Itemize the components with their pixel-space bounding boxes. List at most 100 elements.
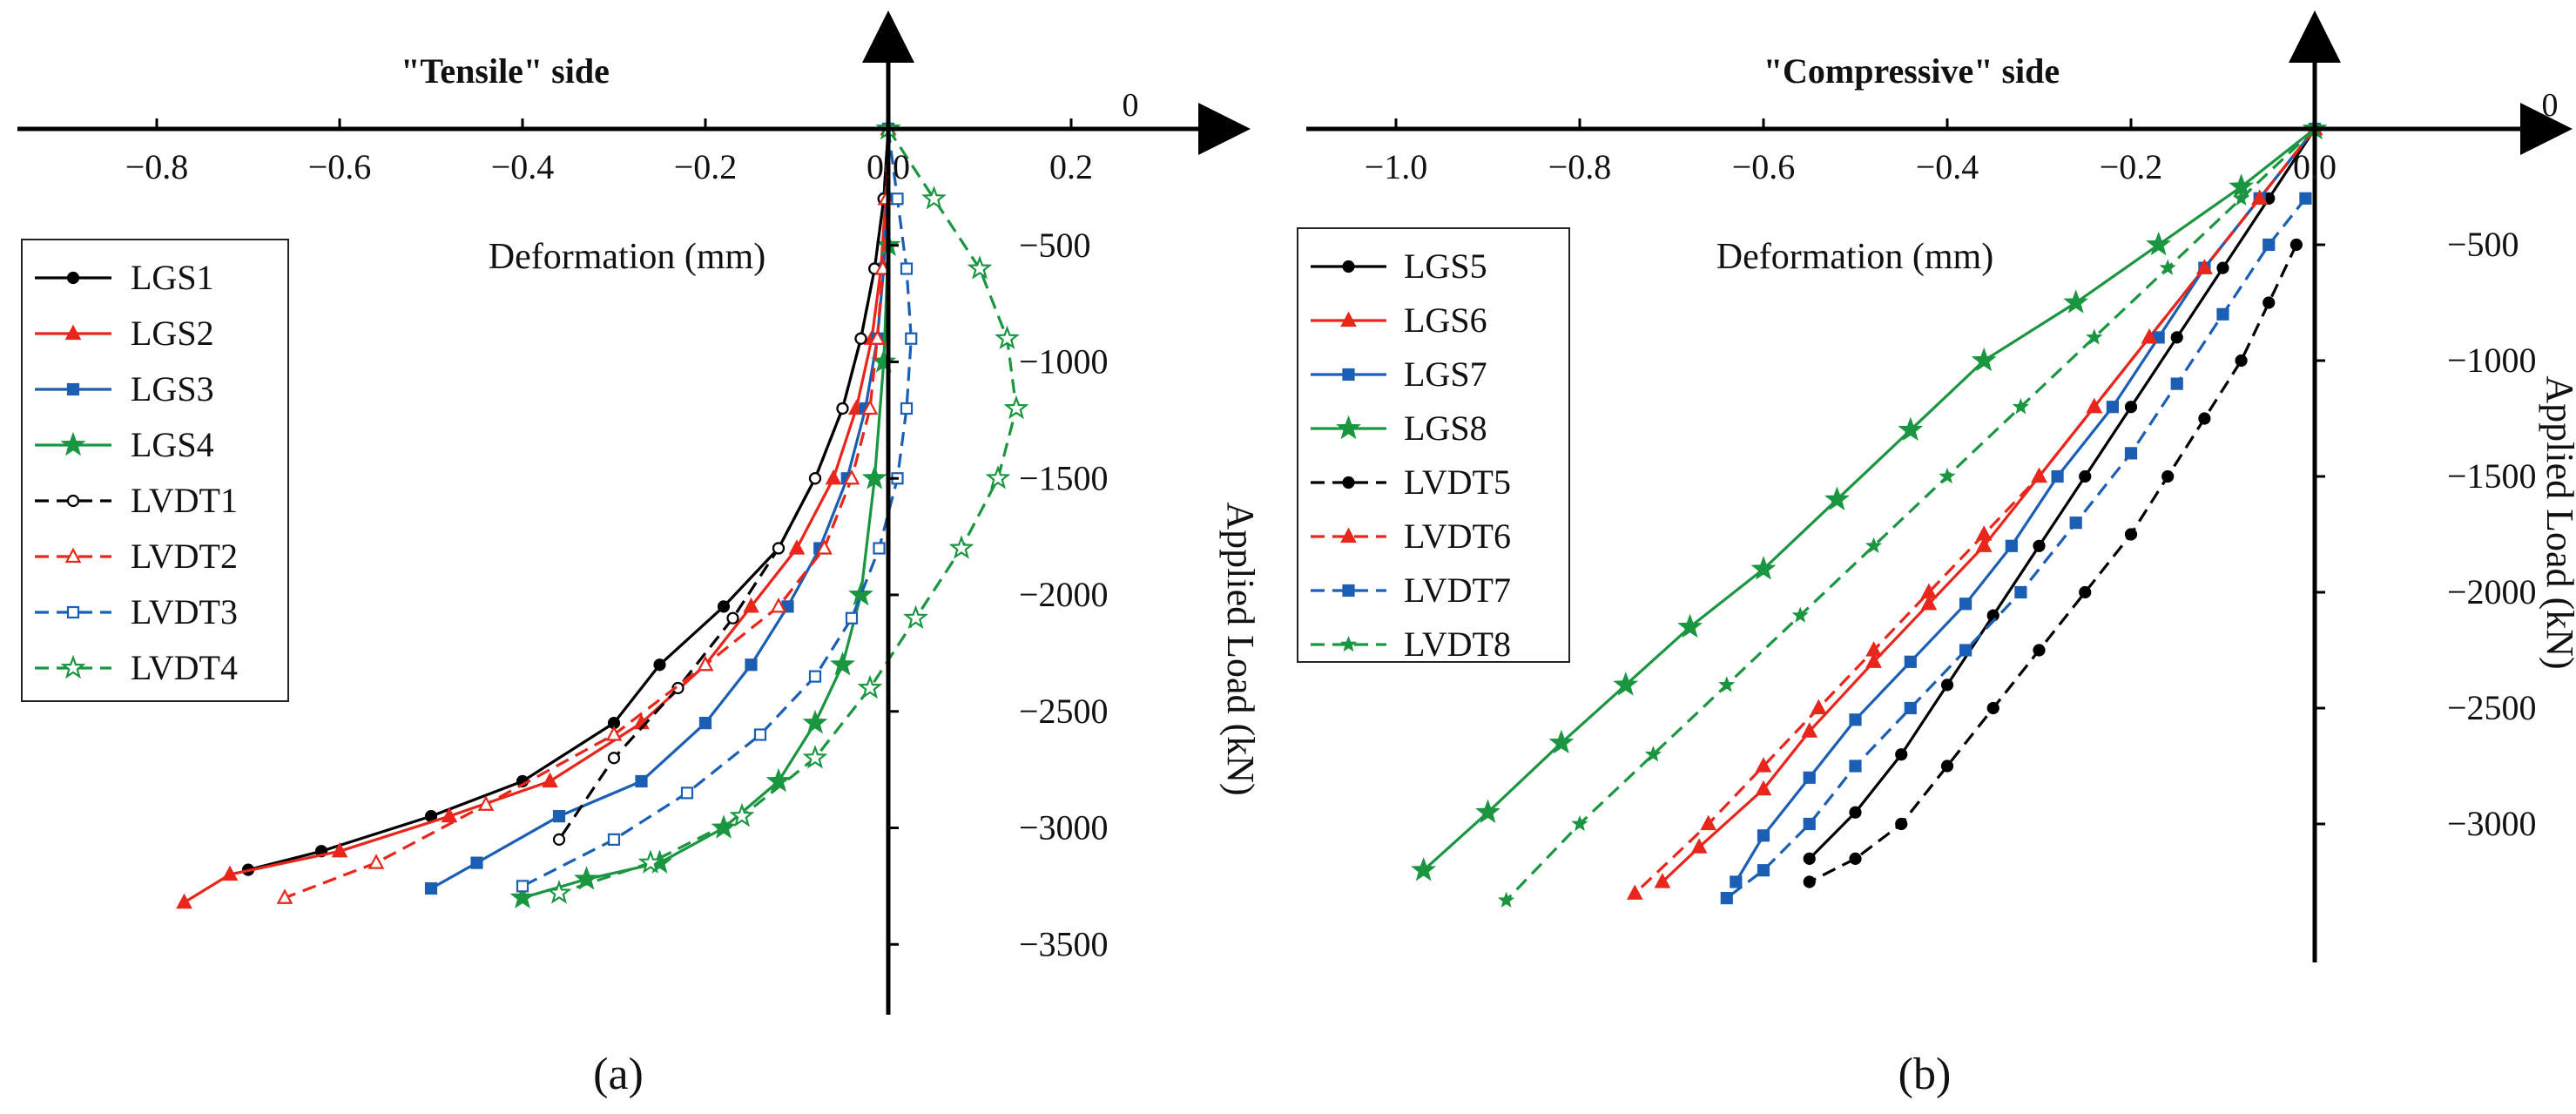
- panel-a-legend-lvdt1-label: LVDT1: [131, 481, 238, 520]
- panel-a-series-lvdt4-point: [1003, 395, 1029, 420]
- panel-b-series-lvdt7-point: [1803, 817, 1816, 831]
- panel-b-legend: LGS5 LGS6 LGS7 LGS8 LVDT5 LVDT6 LVDT7 LVDT8: [1311, 246, 1511, 664]
- panel-a-series-lgs3-point: [552, 810, 566, 823]
- panel-a-x-tick-label: −0.4: [491, 147, 555, 186]
- panel-b-legend-lvdt6-label: LVDT6: [1404, 516, 1511, 556]
- panel-a-x-tick-label: −0.2: [674, 147, 738, 186]
- panel-b-x-tick-label: −0.4: [1916, 147, 1979, 186]
- panel-b-legend-lvdt6-marker: [1340, 527, 1357, 543]
- panel-b-x-tick-label: 0.0: [2293, 147, 2337, 186]
- panel-b-series-lgs7-point: [1803, 771, 1816, 784]
- panel-b-series-lvdt8-point: [1791, 606, 1809, 623]
- panel-b-series-lvdt6-point: [1865, 641, 1882, 657]
- panel-a-series-lgs3-point: [424, 881, 438, 895]
- panel-a-series-lvdt1-point: [854, 332, 867, 345]
- panel-b-series-lvdt5-point: [2161, 469, 2175, 483]
- panel-a-legend-box: [21, 239, 289, 702]
- panel-a-series-lvdt2-point: [770, 598, 787, 613]
- panel-a-series-lvdt2-point: [697, 655, 714, 672]
- panel-a-series-lvdt4-point: [967, 255, 993, 280]
- panel-b-series-lvdt8-point: [2232, 189, 2250, 206]
- panel-b-series-lvdt5-point: [1895, 817, 1908, 831]
- panel-a-series-lgs2-point: [743, 598, 759, 613]
- panel-a-x-tick-label: −0.8: [125, 147, 189, 186]
- panel-b-series-lgs6-point: [1975, 537, 1993, 552]
- panel-a-series-lvdt3-point: [808, 670, 822, 683]
- panel-a-legend-lgs1-label: LGS1: [131, 258, 214, 297]
- panel-b-series-lgs8-point: [1613, 672, 1639, 696]
- panel-b-x-tick-label: −0.2: [2100, 147, 2163, 186]
- panel-b-series-lgs8-point: [2146, 231, 2172, 256]
- panel-a-title: "Tensile" side: [401, 51, 610, 91]
- panel-a-series-lvdt4-point: [637, 849, 664, 874]
- panel-b-y-tick-label: −3000: [2447, 804, 2537, 843]
- panel-b-series-lvdt7-point: [1904, 701, 1917, 715]
- panel-a-x-tick-label: 0.0: [867, 147, 910, 186]
- panel-b-series-lvdt6-point: [1626, 884, 1643, 900]
- panel-b-series-lgs6-point: [1755, 780, 1772, 796]
- panel-a-series-lvdt2-point: [477, 795, 495, 811]
- panel-b-legend-lgs5-marker: [1342, 260, 1355, 273]
- panel-a-series-lvdt1-point: [808, 472, 822, 485]
- panel-b-series-lgs5-point: [1895, 748, 1908, 761]
- panel-a-y-tick-label: −3000: [1019, 808, 1109, 847]
- panel-b-x-ticks: −1.0 −0.8 −0.6 −0.4 −0.2 0.0: [1365, 118, 2337, 186]
- panel-b-series-lgs5-line: [1808, 128, 2316, 861]
- panel-b-series-lvdt6-point: [2086, 397, 2103, 414]
- panel-b-legend-lvdt5-marker: [1342, 476, 1355, 489]
- panel-b-series-lvdt5-point: [2079, 585, 2092, 599]
- panel-b-legend-lgs7-label: LGS7: [1404, 354, 1487, 394]
- panel-b-series-lvdt8-point: [1865, 537, 1883, 553]
- panel-a-series-lvdt4-point: [985, 465, 1011, 489]
- panel-b-legend-lvdt8-label: LVDT8: [1404, 625, 1511, 664]
- panel-b-series-lvdt7-point: [1720, 892, 1733, 905]
- panel-a-series-lvdt4-point: [729, 802, 755, 827]
- panel-a-series-lgs3-point: [745, 658, 758, 672]
- panel-b-series-lgs7-point: [2051, 469, 2064, 483]
- panel-b-legend-lvdt7-marker: [1342, 584, 1355, 598]
- panel-a-x-ticks: −0.8 −0.6 −0.4 −0.2 0.0 0.2: [125, 118, 1093, 186]
- panel-a-series-lvdt1-point: [726, 611, 739, 625]
- panel-a-series-lgs4-point: [802, 709, 828, 734]
- panel-b-series-lgs5-point: [2170, 331, 2183, 344]
- panel-b-legend-lgs6-label: LGS6: [1404, 300, 1487, 340]
- panel-b-series-lgs5-point: [2079, 469, 2092, 483]
- panel-a-series-lgs4-point: [848, 581, 873, 606]
- panel-b-series-lvdt6-point: [1755, 757, 1772, 773]
- panel-b-series-lvdt5-point: [1803, 875, 1816, 888]
- panel-a-legend-lvdt4-marker: [60, 654, 86, 679]
- panel-b-legend-lgs7-marker: [1342, 368, 1355, 381]
- panel-a-legend-lvdt2-marker: [64, 547, 82, 564]
- panel-a-chart: −0.8 −0.6 −0.4 −0.2 0.0 0.2 −500 −1000 −1500 −20…: [17, 10, 1262, 1099]
- panel-b-legend-lvdt7-label: LVDT7: [1404, 571, 1511, 610]
- panel-b-series-lgs8-point: [2063, 289, 2089, 314]
- panel-b-series-lvdt5-point: [2262, 296, 2276, 309]
- panel-a-series-lvdt3-point: [680, 787, 694, 800]
- panel-a-series-lvdt4-point: [995, 325, 1020, 350]
- panel-a-series-lvdt4-point: [903, 604, 928, 630]
- panel-b-series-lvdt5-point: [2198, 412, 2211, 425]
- panel-b-series-lgs7-point: [2106, 401, 2119, 414]
- panel-b-series-lgs8-point: [1548, 729, 1575, 754]
- panel-a-series-lgs3-point: [635, 774, 648, 788]
- panel-a-legend-lgs1-marker: [66, 271, 80, 285]
- panel-a-series-lgs3-point: [470, 856, 483, 869]
- panel-a-series-lvdt3-point: [607, 833, 621, 846]
- panel-b-series-lvdt5-point: [1849, 852, 1862, 866]
- panel-b-legend-lgs6-marker: [1340, 311, 1357, 327]
- panel-a-series-lgs1-point: [717, 600, 731, 613]
- panel-b-series-lvdt8-point: [1939, 467, 1956, 484]
- panel-b-series-lvdt7-point: [2262, 238, 2276, 252]
- panel-b-series-lvdt7-point: [1757, 864, 1770, 877]
- panel-a-y-origin-label: 0: [1123, 87, 1139, 124]
- panel-a-series-lgs2-point: [331, 841, 348, 858]
- panel-a-series-lvdt1-point: [552, 833, 566, 846]
- panel-b-legend-lgs5-label: LGS5: [1404, 246, 1487, 286]
- panel-b-y-tick-label: −1000: [2447, 341, 2537, 380]
- panel-a-y-tick-label: −500: [1019, 226, 1091, 265]
- panel-a-series-lvdt2-point: [874, 260, 892, 275]
- panel-b-series-lvdt6-point: [2251, 189, 2269, 205]
- panel-a-series-lgs2-point: [542, 772, 558, 788]
- panel-b-series-lvdt7-point: [2299, 192, 2312, 205]
- panel-b-series-lgs7-point: [1849, 713, 1862, 726]
